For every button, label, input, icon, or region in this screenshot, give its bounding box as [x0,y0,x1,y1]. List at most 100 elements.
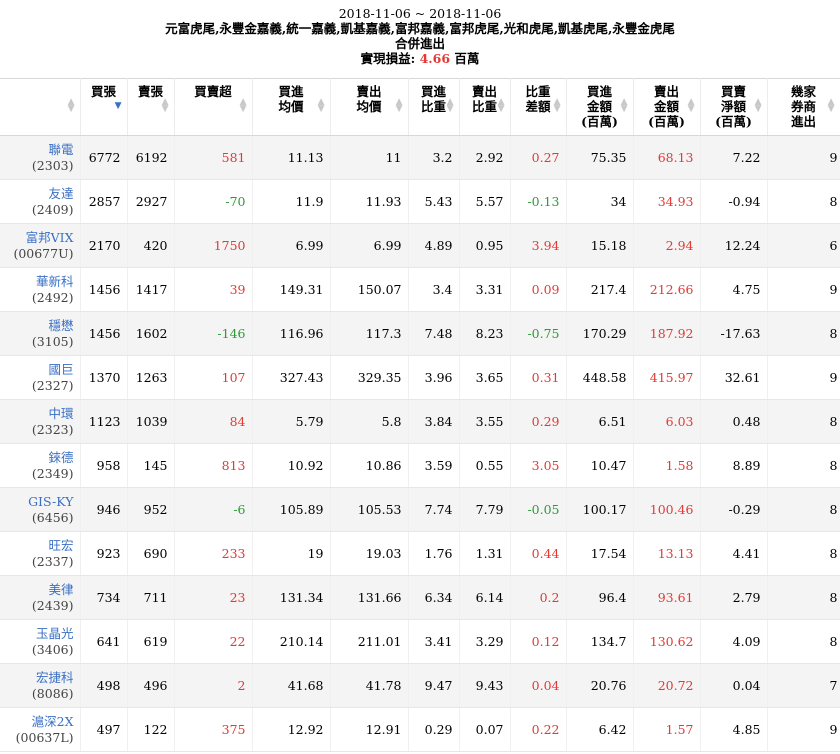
column-header-sell-weight[interactable]: 賣出 比重 ▲ ▼ [459,78,511,136]
cell-sell-weight: 9.43 [459,663,511,708]
realized-profit: 實現損益: 4.66 百萬 [0,51,840,66]
cell-sell-lots: 2927 [127,179,175,224]
stock-name-link[interactable]: 旺宏 [48,537,74,553]
cell-net-lots: 23 [174,575,253,620]
stock-name-link[interactable]: 中環 [48,405,74,421]
cell-sell-weight: 7.79 [459,487,511,532]
cell-net-amount: 0.04 [700,663,768,708]
stock-name-link[interactable]: 穩懋 [48,317,74,333]
stock-code: (6456) [31,509,74,525]
cell-buy-lots: 946 [80,487,128,532]
column-header-buy-amount[interactable]: 買進 金額 (百萬) ▲ ▼ [566,78,634,136]
column-label: 賣出 金額 (百萬) [648,84,685,129]
column-header-net-lots[interactable]: 買賣超 ▲ ▼ [174,78,253,136]
column-header-sell-lots[interactable]: 賣張 ▲ ▼ [127,78,175,136]
cell-net-amount: 4.09 [700,619,768,664]
stock-name-link[interactable]: 華新科 [35,273,74,289]
cell-broker-count: 8 [767,443,840,488]
stock-cell[interactable]: 穩懋 (3105) [0,311,81,356]
stock-name-link[interactable]: 錸德 [48,449,74,465]
column-header-buy-avg-price[interactable]: 買進 均價 ▲ ▼ [252,78,331,136]
stock-cell[interactable]: 旺宏 (2337) [0,531,81,576]
cell-sell-avg-price: 105.53 [330,487,409,532]
column-header-sell-avg-price[interactable]: 賣出 均價 ▲ ▼ [330,78,409,136]
cell-weight-diff: 0.12 [510,619,567,664]
cell-sell-avg-price: 11 [330,135,409,180]
cell-sell-weight: 6.14 [459,575,511,620]
cell-sell-amount: 6.03 [633,399,701,444]
cell-sell-weight: 3.55 [459,399,511,444]
stock-name-link[interactable]: 宏捷科 [35,669,74,685]
table-row: 聯電 (2303) 6772 6192 581 11.13 11 3.2 2.92 0.27 75.… [0,135,840,180]
cell-buy-weight: 9.47 [408,663,460,708]
stock-cell[interactable]: 玉晶光 (3406) [0,619,81,664]
stock-code: (2492) [31,289,74,305]
column-header-buy-weight[interactable]: 買進 比重 ▲ ▼ [408,78,460,136]
cell-buy-amount: 75.35 [566,135,634,180]
stock-name-link[interactable]: 美律 [48,581,74,597]
cell-sell-amount: 68.13 [633,135,701,180]
stock-name-link[interactable]: 聯電 [48,141,74,157]
cell-sell-amount: 187.92 [633,311,701,356]
cell-broker-count: 7 [767,663,840,708]
profit-value: 4.66 [419,51,451,66]
stock-code: (2337) [31,553,74,569]
cell-buy-amount: 134.7 [566,619,634,664]
report-header: 2018-11-06 ~ 2018-11-06 元富虎尾,永豐金嘉義,統一嘉義,… [0,0,840,78]
cell-buy-weight: 3.84 [408,399,460,444]
column-label: 買進 比重 [420,84,446,114]
cell-net-lots: -6 [174,487,253,532]
cell-sell-amount: 93.61 [633,575,701,620]
stock-cell[interactable]: 中環 (2323) [0,399,81,444]
column-header-broker-count[interactable]: 幾家 券商 進出 ▲ ▼ [767,78,840,136]
cell-net-lots: 233 [174,531,253,576]
stock-cell[interactable]: GIS-KY (6456) [0,487,81,532]
sort-both-icon: ▲ ▼ [827,97,835,114]
cell-buy-lots: 497 [80,707,128,752]
cell-buy-avg-price: 116.96 [252,311,331,356]
column-header-net-amount[interactable]: 買賣 淨額 (百萬) ▲ ▼ [700,78,768,136]
stock-cell[interactable]: 美律 (2439) [0,575,81,620]
column-header-stock[interactable]: ▲ ▼ [0,78,81,136]
stock-cell[interactable]: 錸德 (2349) [0,443,81,488]
cell-buy-lots: 2857 [80,179,128,224]
stock-cell[interactable]: 聯電 (2303) [0,135,81,180]
sort-both-icon: ▲ ▼ [553,97,561,114]
stock-cell[interactable]: 滬深2X (00637L) [0,707,81,752]
stock-cell[interactable]: 友達 (2409) [0,179,81,224]
column-label: 幾家 券商 進出 [790,84,816,129]
cell-sell-lots: 1039 [127,399,175,444]
cell-buy-amount: 448.58 [566,355,634,400]
cell-buy-avg-price: 149.31 [252,267,331,312]
cell-broker-count: 9 [767,267,840,312]
stock-name-link[interactable]: 國巨 [48,361,74,377]
stock-name-link[interactable]: GIS-KY [28,493,74,509]
cell-net-amount: 7.22 [700,135,768,180]
stock-name-link[interactable]: 玉晶光 [35,625,74,641]
stock-cell[interactable]: 國巨 (2327) [0,355,81,400]
cell-net-amount: -0.94 [700,179,768,224]
stock-cell[interactable]: 華新科 (2492) [0,267,81,312]
cell-net-lots: -70 [174,179,253,224]
stock-name-link[interactable]: 富邦VIX [25,229,74,245]
cell-sell-lots: 496 [127,663,175,708]
table-row: 旺宏 (2337) 923 690 233 19 19.03 1.76 1.31 0.44 17.5… [0,531,840,576]
cell-buy-weight: 3.96 [408,355,460,400]
stock-name-link[interactable]: 滬深2X [31,713,74,729]
stock-cell[interactable]: 宏捷科 (8086) [0,663,81,708]
column-header-sell-amount[interactable]: 賣出 金額 (百萬) ▲ ▼ [633,78,701,136]
cell-net-lots: 39 [174,267,253,312]
table-row: 國巨 (2327) 1370 1263 107 327.43 329.35 3.96 3.65 0… [0,355,840,400]
column-label: 買進 金額 (百萬) [581,84,618,129]
cell-buy-amount: 6.51 [566,399,634,444]
cell-broker-count: 8 [767,311,840,356]
stock-cell[interactable]: 富邦VIX (00677U) [0,223,81,268]
column-header-buy-lots[interactable]: 買張 ▼ [80,78,128,136]
column-header-weight-diff[interactable]: 比重 差額 ▲ ▼ [510,78,567,136]
table-row: 玉晶光 (3406) 641 619 22 210.14 211.01 3.41 3.29 0.1… [0,619,840,664]
report-subtitle: 合併進出 [394,36,445,51]
cell-weight-diff: -0.05 [510,487,567,532]
stock-name-link[interactable]: 友達 [48,185,74,201]
stock-code: (2323) [31,421,74,437]
cell-buy-weight: 6.34 [408,575,460,620]
